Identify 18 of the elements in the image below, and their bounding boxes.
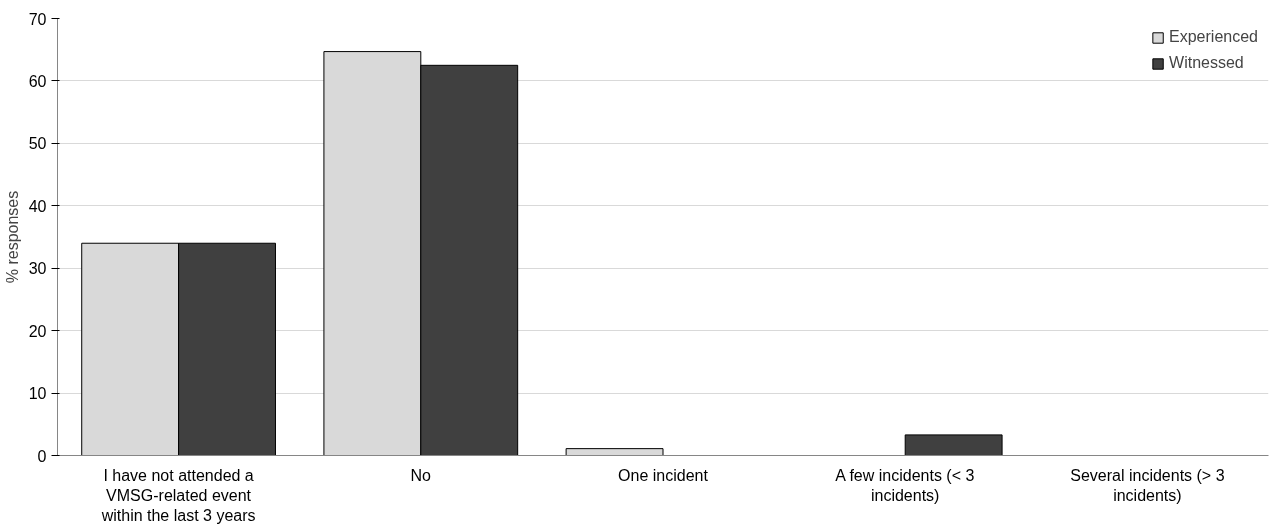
y-tick-label: 50 [28, 135, 47, 153]
y-axis-title: % responses [3, 190, 21, 284]
x-tick-label: No [410, 466, 432, 484]
y-tick-label: 70 [28, 10, 47, 28]
x-tick-label: Several incidents (> 3 incidents) [1070, 466, 1225, 504]
bar [565, 448, 664, 456]
y-tick-label: 10 [28, 385, 47, 403]
y-tick-label: 60 [28, 72, 47, 90]
bar [904, 434, 1003, 456]
x-tick-label: One incident [618, 466, 709, 484]
y-tick-label: 0 [37, 447, 47, 465]
y-tick-label: 20 [28, 322, 47, 340]
legend-label: Experienced [1169, 28, 1258, 46]
legend-label: Witnessed [1169, 54, 1244, 72]
y-tick-label: 40 [28, 197, 47, 215]
y-tick-label: 30 [28, 260, 47, 278]
x-tick-label: I have not attended a VMSG-related event within the last 3 years [100, 466, 256, 525]
x-tick-label: A few incidents (< 3 incidents) [835, 466, 975, 504]
